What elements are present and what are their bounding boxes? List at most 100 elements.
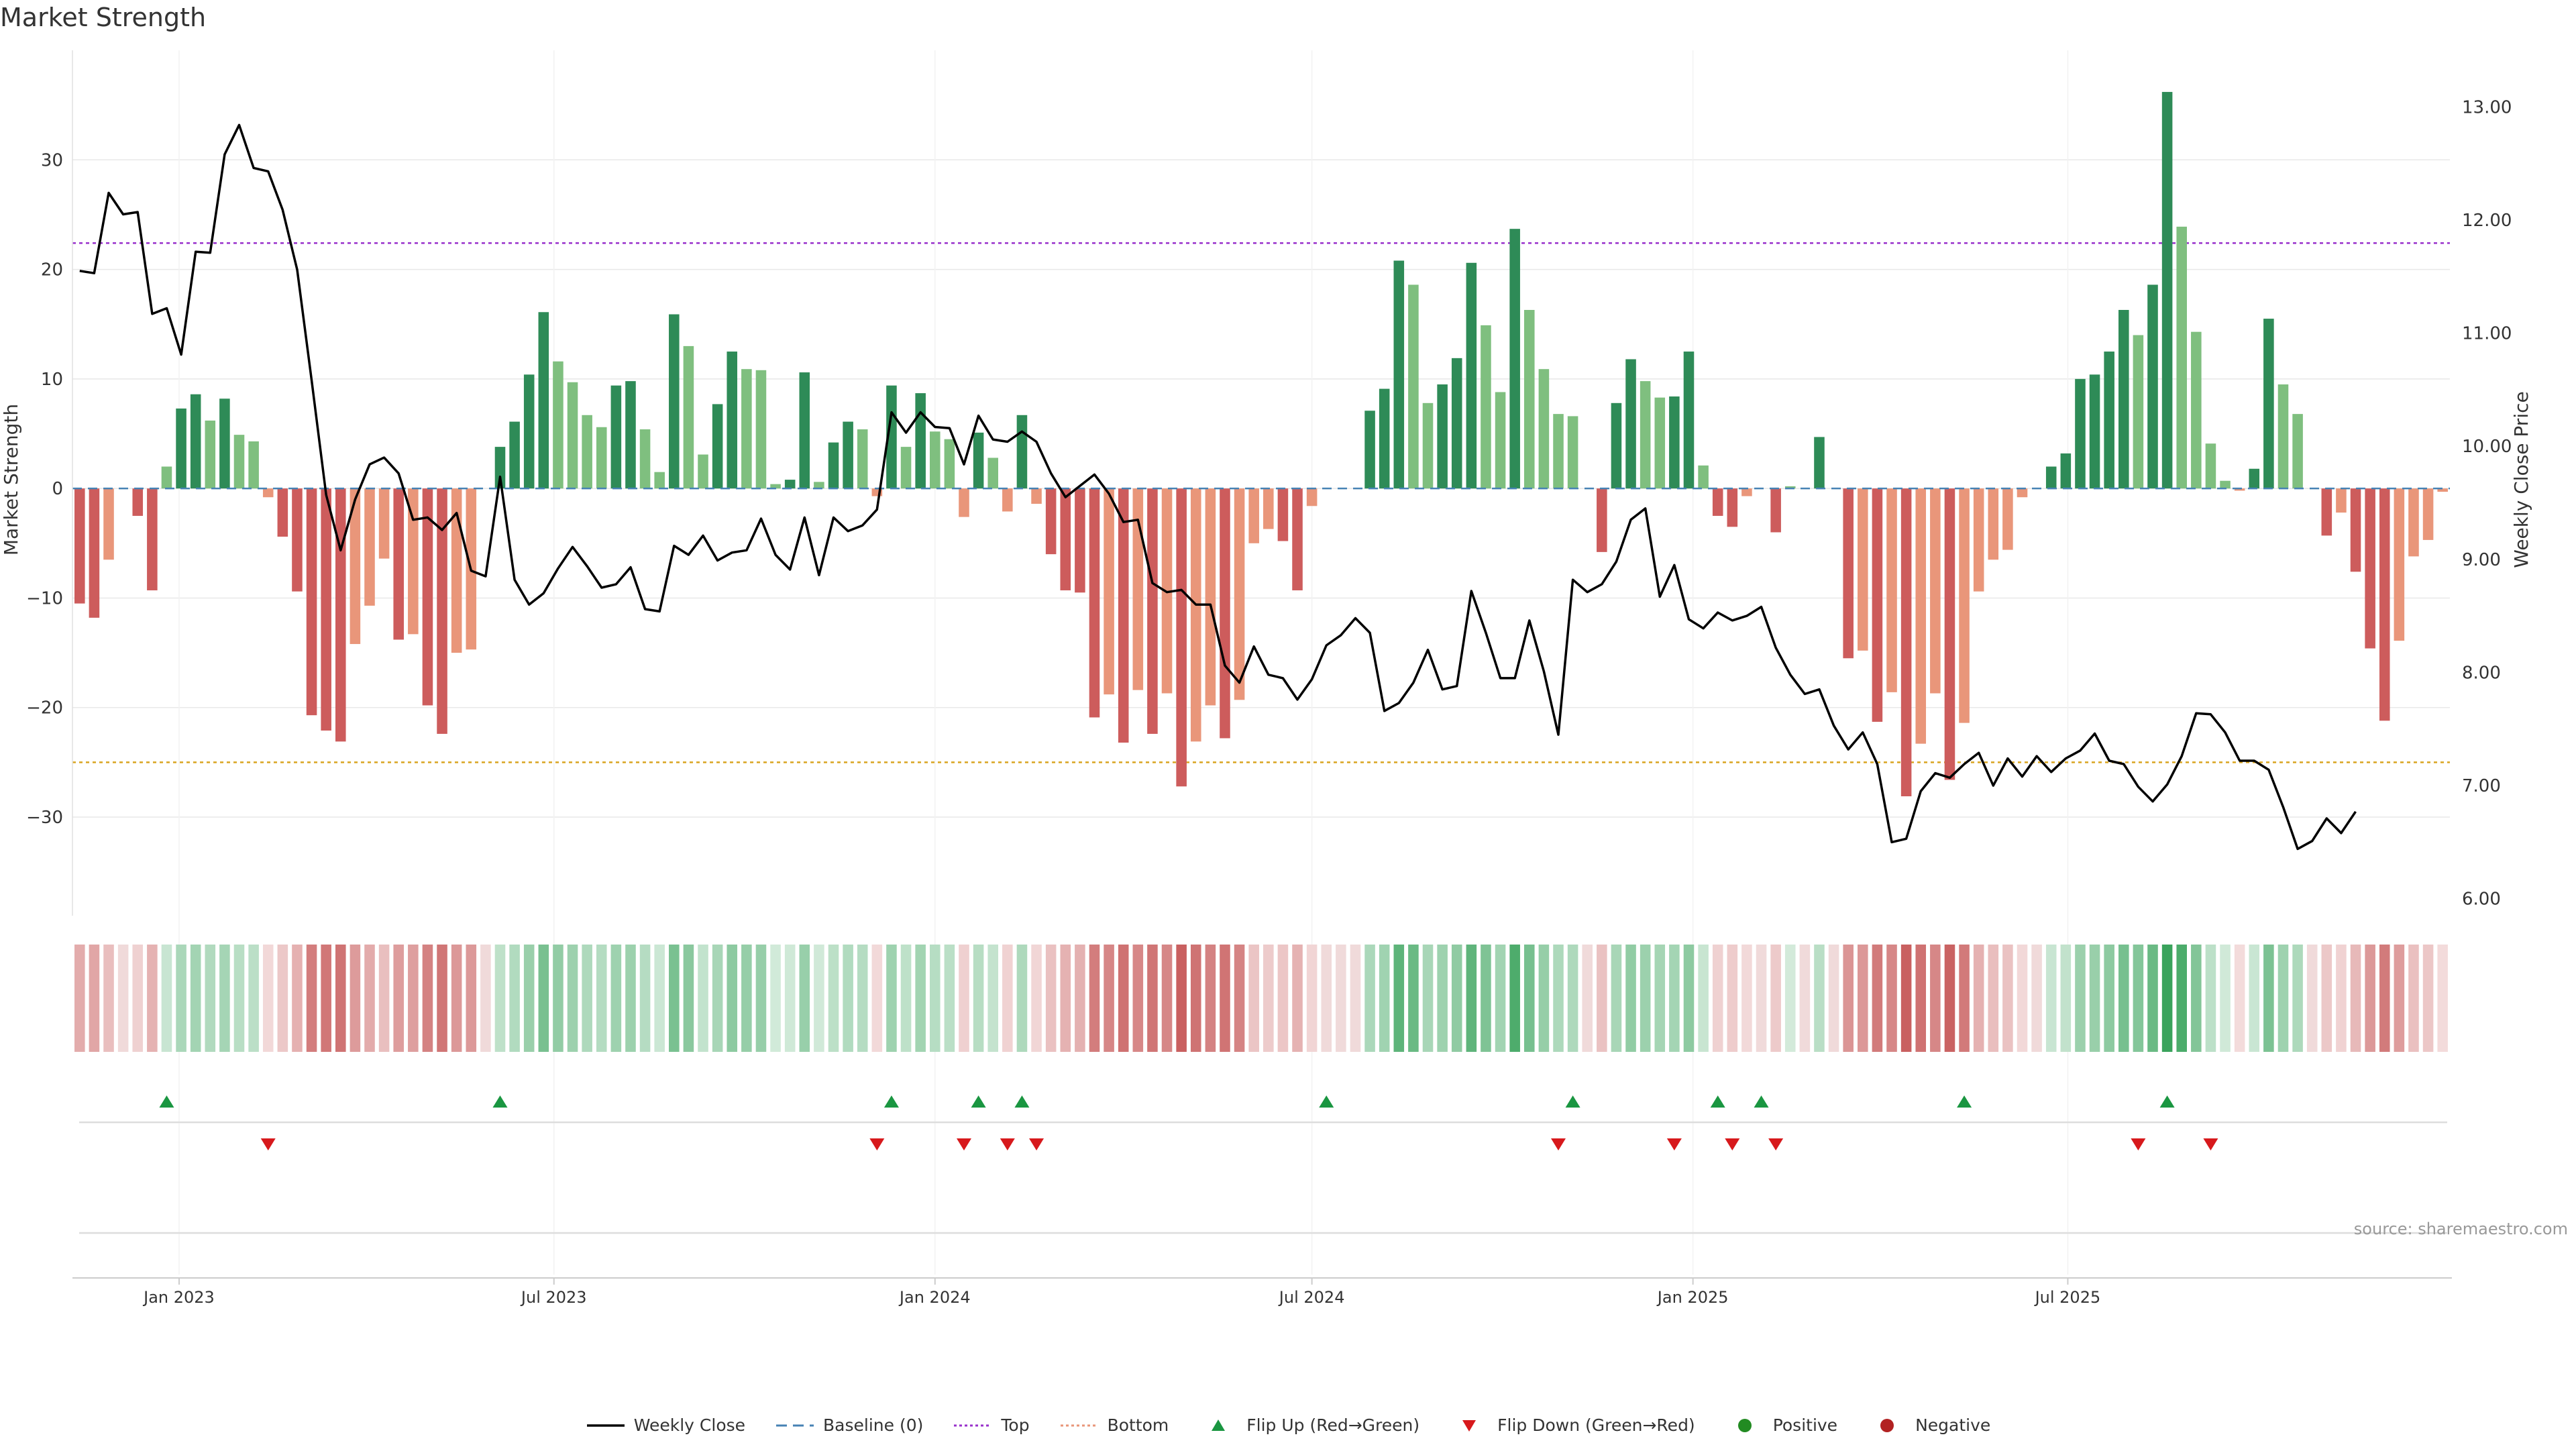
strength-bar: [2379, 488, 2390, 721]
strength-bar: [190, 394, 201, 489]
strength-bar: [1959, 488, 1970, 723]
strength-bar: [1712, 488, 1723, 516]
heat-cell: [1524, 945, 1535, 1052]
heat-cell: [2379, 945, 2390, 1052]
legend-label: Negative: [1915, 1415, 1991, 1435]
heat-cell: [567, 945, 578, 1052]
heat-cell: [1553, 945, 1564, 1052]
strength-bar: [727, 352, 738, 489]
strength-bar: [306, 488, 317, 716]
legend-label: Bottom: [1107, 1415, 1169, 1435]
heat-cell: [1872, 945, 1883, 1052]
legend-label: Weekly Close: [633, 1415, 746, 1435]
heat-cell: [1437, 945, 1448, 1052]
y-tick-label: −10: [26, 588, 63, 608]
heat-cell: [2133, 945, 2144, 1052]
heat-cell: [915, 945, 926, 1052]
strength-bar: [2292, 414, 2303, 489]
heat-cell: [1799, 945, 1811, 1052]
legend-label: Flip Down (Green→Red): [1497, 1415, 1695, 1435]
legend-item-flip-up: Flip Up (Red→Green): [1198, 1415, 1419, 1435]
strength-bar: [1654, 397, 1666, 489]
heat-cell: [408, 945, 419, 1052]
strength-bar: [1016, 415, 1028, 489]
heat-cell: [2321, 945, 2332, 1052]
strength-bar: [1408, 284, 1419, 489]
strength-bar: [147, 488, 158, 591]
y-tick-label: −20: [26, 698, 63, 718]
strength-bar: [350, 488, 361, 645]
heat-cell: [2422, 945, 2434, 1052]
circle-icon: [1880, 1418, 1894, 1432]
strength-bar: [1060, 488, 1071, 591]
heat-cell: [857, 945, 868, 1052]
heat-cell: [886, 945, 897, 1052]
strength-bar: [393, 488, 404, 640]
strength-bar: [1640, 381, 1651, 489]
strength-bar: [1843, 488, 1854, 659]
heat-cell: [2277, 945, 2289, 1052]
flip-up-marker: [883, 1095, 899, 1108]
strength-bar: [857, 429, 868, 489]
heat-cell: [1843, 945, 1854, 1052]
strength-bar: [1741, 488, 1752, 496]
heat-cell: [959, 945, 969, 1052]
heat-cell: [1814, 945, 1825, 1052]
heat-cell: [1060, 945, 1071, 1052]
heat-cell: [1118, 945, 1129, 1052]
strength-bar: [2350, 488, 2361, 572]
strength-bar: [74, 488, 85, 604]
strength-bar: [1858, 488, 1868, 651]
strength-bar: [1263, 488, 1274, 529]
heat-cell: [437, 945, 447, 1052]
heat-cell: [1654, 945, 1666, 1052]
heat-cell: [509, 945, 520, 1052]
heat-cell: [1959, 945, 1970, 1052]
heat-cell: [1016, 945, 1028, 1052]
price-line: [79, 123, 2357, 851]
heat-cell: [1234, 945, 1245, 1052]
strength-bar: [2191, 331, 2202, 489]
heat-cell: [1611, 945, 1622, 1052]
heat-cell: [814, 945, 824, 1052]
strength-bar: [1495, 392, 1506, 489]
y2-tick-label: 13.00: [2462, 97, 2512, 117]
heat-cell: [1336, 945, 1346, 1052]
strength-bar: [900, 447, 912, 489]
heat-cell: [1683, 945, 1695, 1052]
strength-bar: [799, 372, 810, 489]
strength-bar: [596, 427, 607, 489]
strength-bar: [567, 382, 578, 489]
strength-bar: [176, 408, 186, 489]
strength-bar: [103, 488, 114, 560]
heat-cell: [2104, 945, 2114, 1052]
heat-cell: [1567, 945, 1578, 1052]
flip-up-marker: [492, 1095, 508, 1108]
strength-bar: [1132, 488, 1144, 690]
strength-bar: [205, 420, 216, 489]
strength-bars: [74, 92, 2448, 797]
heat-cell: [2394, 945, 2405, 1052]
strength-bar: [2017, 488, 2028, 498]
heat-cell: [1582, 945, 1593, 1052]
flip-down-marker: [1029, 1138, 1044, 1150]
heat-cell: [364, 945, 375, 1052]
strength-bar: [741, 369, 752, 489]
heat-cell: [262, 945, 274, 1052]
strength-bar: [1075, 488, 1085, 593]
strength-bar: [2422, 488, 2434, 540]
strength-bar: [2263, 319, 2274, 489]
strength-bar: [625, 381, 636, 489]
strength-bar: [1900, 488, 1912, 797]
y-axis-left: −30 −20 −10 0 10 20 30: [26, 50, 73, 916]
strength-bar: [1031, 488, 1042, 504]
heat-cell: [205, 945, 216, 1052]
strength-bar: [886, 385, 897, 489]
chart-legend: Weekly Close Baseline (0) Top Bottom Flip Up…: [0, 1415, 2576, 1435]
strength-bar: [523, 374, 535, 489]
x-tick-label: Jul 2024: [1278, 1288, 1345, 1307]
y2-tick-label: 7.00: [2462, 776, 2501, 796]
legend-label: Baseline (0): [823, 1415, 924, 1435]
flip-up-marker: [1319, 1095, 1334, 1108]
strength-bar: [784, 480, 796, 489]
